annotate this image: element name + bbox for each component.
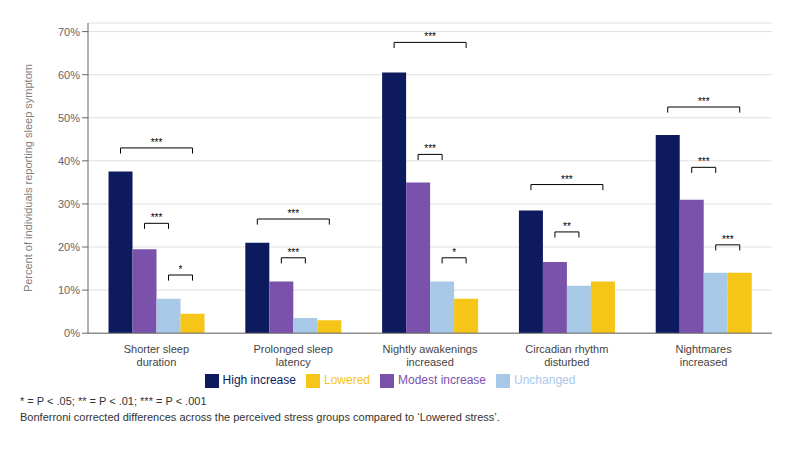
svg-text:*: * [452, 247, 456, 258]
svg-text:Percent of individuals reporti: Percent of individuals reporting sleep s… [22, 64, 34, 292]
html-text:Lowered: Lowered [324, 373, 370, 388]
svg-text:***: *** [722, 234, 734, 245]
svg-text:40%: 40% [58, 155, 80, 167]
svg-text:Prolonged sleeplatency: Prolonged sleeplatency [253, 343, 333, 368]
svg-text:*: * [179, 264, 183, 275]
svg-text:10%: 10% [58, 284, 80, 296]
svg-text:0%: 0% [64, 327, 80, 339]
html-text:* = P < .05; ** = P < .01; ***: * = P < .05; ** = P < .01; *** = P < .00… [20, 395, 207, 407]
html-text:Modest increase: Modest increase [398, 373, 486, 388]
svg-text:Nightmaresincreased: Nightmaresincreased [675, 343, 732, 368]
svg-text:***: *** [424, 31, 436, 42]
svg-text:Shorter sleepduration: Shorter sleepduration [124, 343, 189, 368]
svg-text:Nightly awakeningsincreased: Nightly awakeningsincreased [383, 343, 478, 368]
svg-text:70%: 70% [58, 26, 80, 38]
svg-text:***: *** [698, 96, 710, 107]
svg-text:30%: 30% [58, 198, 80, 210]
svg-text:***: *** [287, 247, 299, 258]
svg-text:***: *** [287, 208, 299, 219]
svg-text:**: ** [563, 221, 571, 232]
svg-text:20%: 20% [58, 241, 80, 253]
svg-text:***: *** [151, 137, 163, 148]
svg-text:50%: 50% [58, 112, 80, 124]
html-text:Unchanged: Unchanged [514, 373, 576, 388]
svg-text:60%: 60% [58, 69, 80, 81]
svg-text:***: *** [698, 156, 710, 167]
html-text:High increase: High increase [222, 373, 296, 388]
svg-text:***: *** [561, 174, 573, 185]
svg-text:***: *** [151, 212, 163, 223]
svg-text:Circadian rhythmdisturbed: Circadian rhythmdisturbed [525, 343, 608, 368]
html-text:Bonferroni corrected differenc: Bonferroni corrected differences across … [20, 411, 500, 423]
svg-text:***: *** [424, 143, 436, 154]
